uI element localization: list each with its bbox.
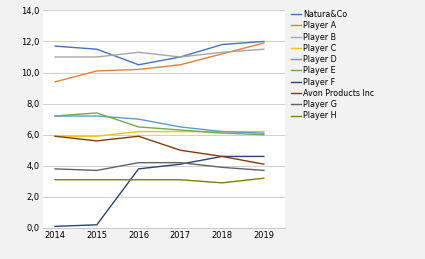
Player H (220, 181, 225, 184)
Legend: Natura&Co, Player A, Player B, Player C, Player D, Player E, Player F, Avon Prod: Natura&Co, Player A, Player B, Player C,… (291, 10, 374, 120)
Player G (178, 161, 183, 164)
Player F (178, 163, 183, 166)
Player E (136, 125, 141, 128)
Player G (136, 161, 141, 164)
Avon Products Inc (220, 155, 225, 158)
Player G (220, 166, 225, 169)
Player B (94, 55, 99, 59)
Player D (52, 114, 57, 118)
Player C (261, 130, 266, 133)
Player F (136, 167, 141, 170)
Avon Products Inc (178, 149, 183, 152)
Player A (220, 52, 225, 55)
Player G (52, 167, 57, 170)
Line: Player F: Player F (55, 156, 264, 226)
Player H (136, 178, 141, 181)
Avon Products Inc (94, 139, 99, 142)
Player D (136, 118, 141, 121)
Player E (178, 128, 183, 132)
Player A (261, 41, 266, 45)
Player F (52, 225, 57, 228)
Player F (220, 155, 225, 158)
Player B (261, 48, 266, 51)
Player H (94, 178, 99, 181)
Player D (94, 114, 99, 118)
Player D (220, 130, 225, 133)
Natura&Co (52, 45, 57, 48)
Player E (220, 132, 225, 135)
Natura&Co (136, 63, 141, 66)
Avon Products Inc (261, 163, 266, 166)
Player B (220, 51, 225, 54)
Player C (136, 130, 141, 133)
Line: Avon Products Inc: Avon Products Inc (55, 136, 264, 164)
Line: Player B: Player B (55, 49, 264, 57)
Player C (52, 135, 57, 138)
Player H (261, 177, 266, 180)
Player F (94, 223, 99, 226)
Line: Natura&Co: Natura&Co (55, 41, 264, 65)
Player D (178, 125, 183, 128)
Player E (261, 133, 266, 136)
Natura&Co (178, 55, 183, 59)
Natura&Co (261, 40, 266, 43)
Player A (52, 80, 57, 83)
Natura&Co (220, 43, 225, 46)
Player F (261, 155, 266, 158)
Player G (94, 169, 99, 172)
Player H (178, 178, 183, 181)
Player C (178, 130, 183, 133)
Player H (52, 178, 57, 181)
Player B (178, 55, 183, 59)
Avon Products Inc (52, 135, 57, 138)
Natura&Co (94, 48, 99, 51)
Player B (136, 51, 141, 54)
Line: Player E: Player E (55, 113, 264, 135)
Player E (94, 111, 99, 114)
Line: Player D: Player D (55, 116, 264, 133)
Line: Player A: Player A (55, 43, 264, 82)
Line: Player G: Player G (55, 163, 264, 170)
Player C (220, 130, 225, 133)
Player D (261, 132, 266, 135)
Line: Player H: Player H (55, 178, 264, 183)
Player C (94, 135, 99, 138)
Avon Products Inc (136, 135, 141, 138)
Line: Player C: Player C (55, 132, 264, 136)
Player E (52, 114, 57, 118)
Player A (178, 63, 183, 66)
Player B (52, 55, 57, 59)
Player A (136, 68, 141, 71)
Player A (94, 69, 99, 73)
Player G (261, 169, 266, 172)
